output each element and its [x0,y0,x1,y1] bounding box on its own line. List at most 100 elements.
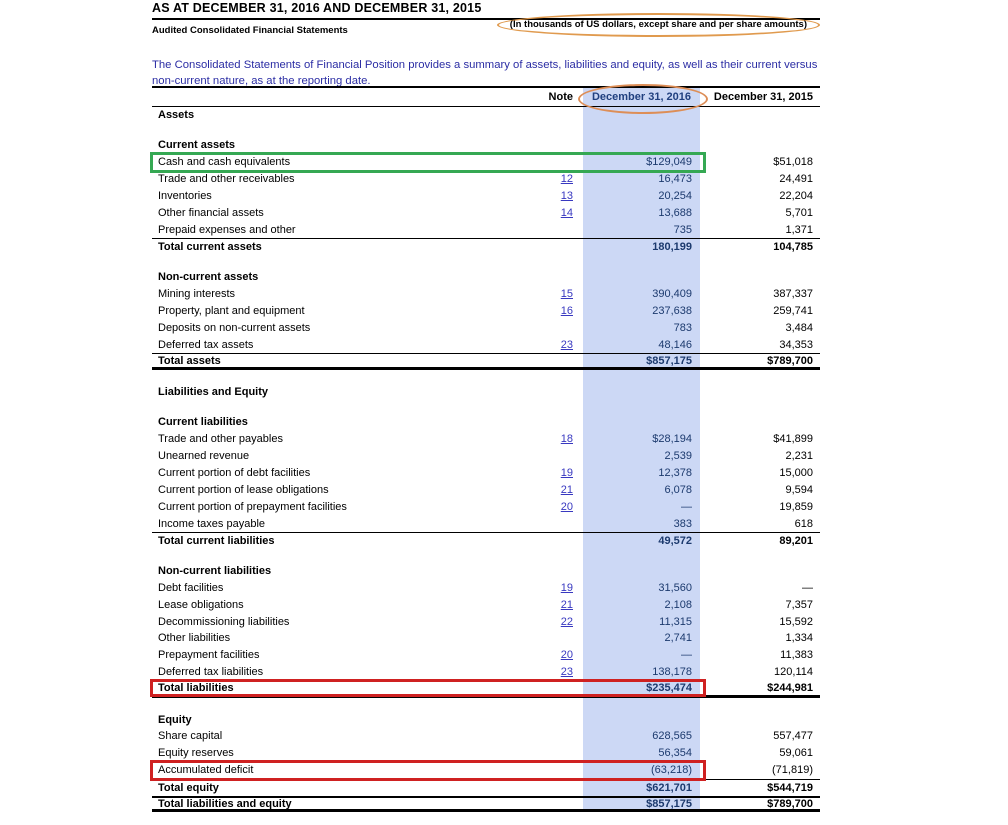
row-label: Total liabilities [158,681,234,694]
table-row-total-assets: Total assets $857,175 $789,700 [152,353,820,370]
spacer-row [152,548,820,563]
table-row-trade-receivables: Trade and other receivables 12 16,473 24,49… [152,170,820,188]
value-2015: 59,061 [779,747,813,760]
table-row-total-current-liabilities: Total current liabilities 49,572 89,201 [152,532,820,549]
row-label: Share capital [158,730,223,743]
section-label: Non-current assets [158,271,259,284]
value-2016: 12,378 [583,464,700,482]
highlight-column-segment [583,548,700,563]
document-header: AS AT DECEMBER 31, 2016 AND DECEMBER 31,… [152,1,820,90]
value-2016: 783 [583,319,700,337]
note-cell [500,239,583,255]
table-row-deposits-non-current: Deposits on non-current assets 783 3,484 [152,319,820,337]
highlight-column-segment [583,383,700,401]
highlight-column-segment [583,255,700,269]
value-2016: 2,108 [583,596,700,614]
note-link[interactable]: 20 [560,500,573,513]
table-row-current-debt-facilities: Current portion of debt facilities 19 12,3… [152,464,820,482]
spacer-cell [700,698,820,712]
value-2015: 3,484 [785,321,813,334]
highlight-column-segment [583,123,700,137]
table-row-unearned-revenue: Unearned revenue 2,539 2,231 [152,447,820,465]
note-link[interactable]: 14 [560,206,573,219]
section-row-current-assets: Current assets [152,136,820,154]
value-2015: $789,700 [767,797,813,810]
note-link[interactable]: 21 [560,598,573,611]
value-2016: 31,560 [583,579,700,597]
table-row-lease-obligations: Lease obligations 21 2,108 7,357 [152,596,820,614]
row-label: Deferred tax assets [158,338,254,351]
table-row-income-taxes-payable: Income taxes payable 383 618 [152,515,820,533]
value-2016: 237,638 [583,302,700,320]
annotation-ellipse-units: (In thousands of US dollars, except shar… [496,13,820,37]
note-link[interactable]: 12 [560,173,573,186]
note-link[interactable]: 15 [560,287,573,300]
spacer-cell [700,255,820,269]
value-2015: 120,114 [774,666,813,679]
section-label: Current liabilities [158,416,248,429]
document-title: AS AT DECEMBER 31, 2016 AND DECEMBER 31,… [152,1,820,20]
note-link[interactable]: 21 [560,483,573,496]
table-row-other-liabilities: Other liabilities 2,741 1,334 [152,630,820,647]
value-cell [700,269,820,286]
spacer-row [152,255,820,269]
note-link[interactable]: 19 [560,581,573,594]
note-cell [500,137,583,154]
section-row-non-current-liabilities: Non-current liabilities [152,562,820,580]
table-header-row: Note December 31, 2016 December 31, 2015 [152,84,820,114]
value-2016: 16,473 [583,170,700,188]
table-row-total-liabilities-and-equity: Total liabilities and equity $857,175 $789… [152,795,820,813]
intro-paragraph: The Consolidated Statements of Financial… [152,59,818,87]
spacer-cell [152,400,500,414]
row-label: Income taxes payable [158,517,266,530]
spacer-cell [152,698,500,712]
highlight-column-segment [583,413,700,431]
note-link[interactable]: 19 [560,466,573,479]
value-2015: 19,859 [779,500,813,513]
table-row-equity-reserves: Equity reserves 56,354 59,061 [152,744,820,762]
note-cell [500,562,583,579]
note-link[interactable]: 22 [560,615,573,628]
table-row-decommissioning-liabilities: Decommissioning liabilities 22 11,315 15,59… [152,613,820,631]
highlight-column-segment [583,106,700,124]
highlight-column-segment [583,369,700,384]
section-row-equity: Equity [152,711,820,728]
table-row-inventories: Inventories 13 20,254 22,204 [152,187,820,205]
value-2015: 259,741 [773,304,813,317]
value-2015: $51,018 [773,156,813,169]
section-row-liabilities-and-equity: Liabilities and Equity [152,383,820,401]
table-row-current-prepayment-facilities: Current portion of prepayment facilities… [152,498,820,516]
value-2015: 5,701 [785,206,813,219]
spacer-cell [500,400,583,414]
value-2015: (71,819) [772,764,813,777]
value-2016: 6,078 [583,481,700,499]
header-label-cell [152,88,500,106]
row-label: Current portion of prepayment facilities [158,500,347,513]
row-label: Other liabilities [158,632,231,645]
value-2016: $28,194 [583,430,700,448]
value-2015: 15,592 [779,615,813,628]
note-link[interactable]: 16 [560,304,573,317]
spacer-row [152,123,820,137]
note-link[interactable]: 20 [560,649,573,662]
value-2015: 15,000 [779,466,813,479]
section-label: Non-current liabilities [158,564,272,577]
spacer-cell [500,255,583,269]
note-cell [500,798,583,810]
note-cell [500,728,583,745]
note-cell [500,762,583,779]
note-link[interactable]: 23 [560,338,573,351]
value-2015: $544,719 [767,781,813,794]
value-2015: 618 [794,517,813,530]
note-link[interactable]: 18 [560,433,573,446]
value-2016: 13,688 [583,204,700,222]
table-row-accumulated-deficit: Accumulated deficit (63,218) (71,819) [150,759,820,781]
note-link[interactable]: 23 [560,666,573,679]
table-row-share-capital: Share capital 628,565 557,477 [152,728,820,745]
table-row-deferred-tax-assets: Deferred tax assets 23 48,146 34,353 [152,336,820,354]
header-dec-31-2016: December 31, 2016 [583,88,700,106]
document-subtitle: Audited Consolidated Financial Statement… [152,25,348,36]
row-label: Equity reserves [158,747,234,760]
note-link[interactable]: 13 [560,190,573,202]
spacer-row [152,369,820,384]
